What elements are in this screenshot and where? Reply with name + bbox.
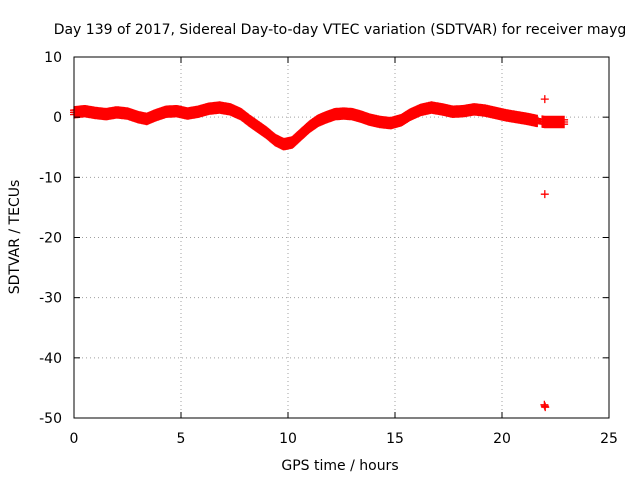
chart-title: Day 139 of 2017, Sidereal Day-to-day VTE… (54, 22, 627, 38)
x-tick-label: 5 (177, 431, 186, 447)
x-tick-label: 10 (279, 431, 297, 447)
x-tick-label: 20 (493, 431, 511, 447)
x-tick-label: 25 (600, 431, 618, 447)
data-series (70, 95, 569, 412)
y-tick-label: -10 (39, 170, 62, 186)
x-axis-label: GPS time / hours (281, 458, 398, 474)
y-tick-label: -30 (39, 291, 62, 307)
y-tick-label: -50 (39, 411, 62, 427)
outlier-point (540, 95, 549, 104)
y-tick-label: 0 (53, 110, 62, 126)
y-tick-label: -20 (39, 231, 62, 247)
y-axis-label: SDTVAR / TECUs (7, 180, 23, 295)
x-tick-label: 15 (386, 431, 404, 447)
outlier-point (540, 401, 549, 410)
outlier-point (540, 190, 549, 199)
y-tick-label: 10 (44, 50, 62, 66)
axis-ticks: 0 5 10 15 20 25 -50 -40 -30 -20 -10 0 10 (39, 50, 618, 447)
x-tick-label: 0 (70, 431, 79, 447)
y-tick-label: -40 (39, 351, 62, 367)
